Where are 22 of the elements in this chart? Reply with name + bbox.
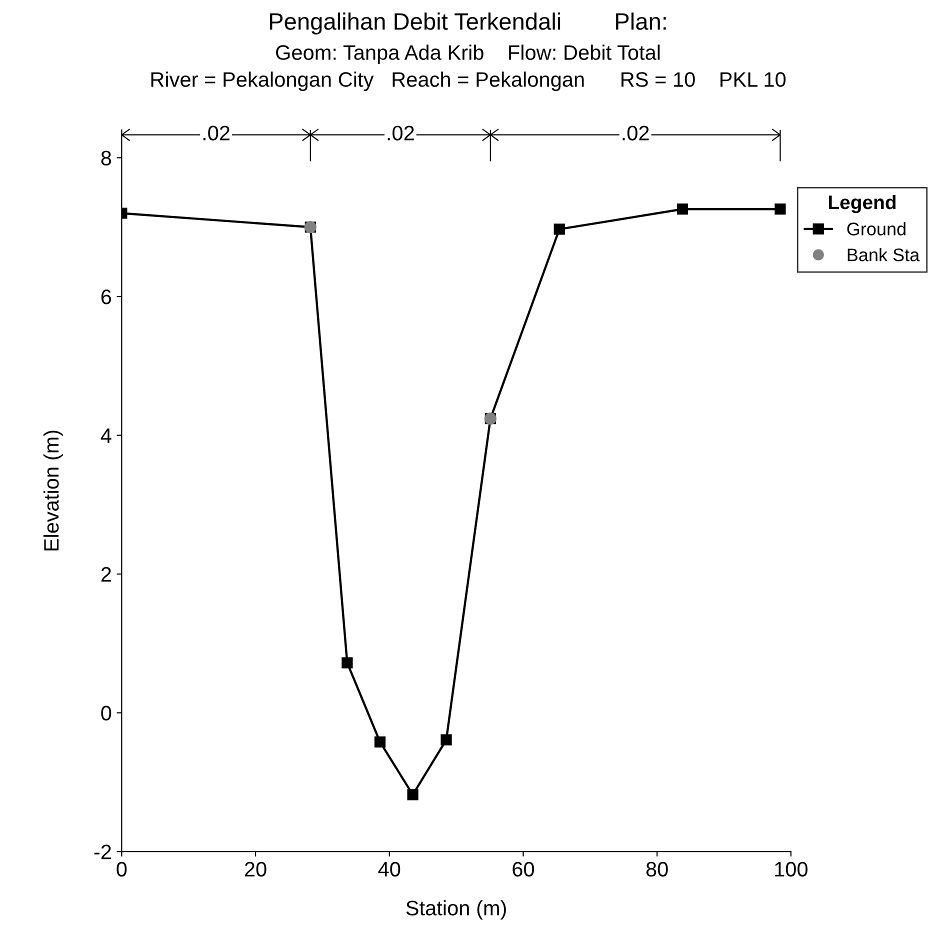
- y-tick-label: 8: [101, 150, 112, 166]
- annotation: .02: [622, 126, 649, 140]
- chart-title: Pengalihan Debit Terkendali Plan:: [270, 12, 666, 35]
- x-tick-label: 60: [512, 862, 534, 877]
- x-tick-label: 20: [244, 862, 266, 877]
- legend-label: Ground: [847, 222, 906, 236]
- y-tick-label: 4: [100, 428, 112, 443]
- x-tick-label: 80: [646, 862, 668, 877]
- y-tick-label: 0: [101, 706, 112, 721]
- x-tick-label: 0: [116, 862, 127, 877]
- x-axis-title: Station (m): [406, 900, 506, 920]
- y-tick-label: -2: [94, 844, 111, 860]
- y-axis-title: Elevation (m): [43, 430, 63, 550]
- x-tick-label: 100: [775, 862, 808, 877]
- legend-label: Bank Sta: [848, 248, 920, 262]
- annotation: .02: [388, 126, 414, 140]
- chart-subtitle: Geom: Tanpa Ada Krib Flow: Debit Total River = Pekalongan City Reach = Pekalongan RS = 10 PKL 10: [151, 44, 786, 92]
- legend-title: Legend: [828, 194, 896, 214]
- x-tick-label: 40: [378, 862, 400, 877]
- y-tick-label: 2: [101, 567, 111, 582]
- annotation: .02: [203, 126, 230, 140]
- y-tick-label: 6: [101, 290, 112, 304]
